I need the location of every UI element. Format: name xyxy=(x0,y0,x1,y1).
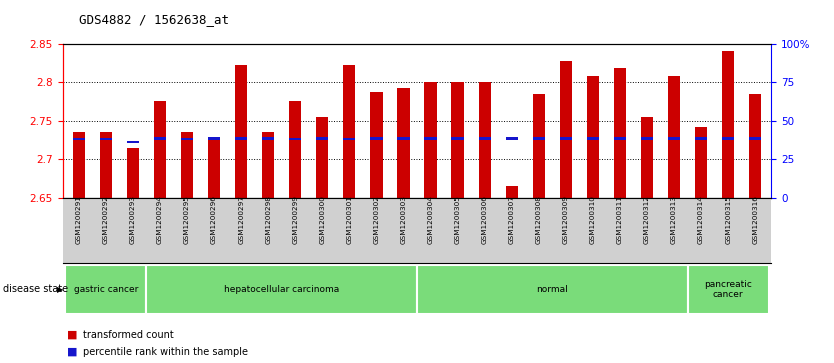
Bar xyxy=(533,137,545,140)
Bar xyxy=(316,137,329,140)
Bar xyxy=(262,132,274,198)
Bar xyxy=(505,186,518,198)
Bar xyxy=(153,101,166,198)
Bar xyxy=(533,94,545,198)
Bar xyxy=(100,132,112,198)
Bar xyxy=(344,138,355,140)
Bar xyxy=(73,138,85,140)
Bar xyxy=(587,76,599,198)
Bar xyxy=(65,265,147,314)
Bar xyxy=(127,141,139,143)
Bar xyxy=(100,138,112,140)
Text: ■: ■ xyxy=(67,330,78,340)
Bar xyxy=(417,265,687,314)
Bar xyxy=(505,137,518,140)
Bar xyxy=(560,137,572,140)
Text: GDS4882 / 1562638_at: GDS4882 / 1562638_at xyxy=(79,13,229,26)
Bar xyxy=(451,82,464,198)
Bar xyxy=(479,137,490,140)
Bar xyxy=(722,137,734,140)
Bar xyxy=(208,137,220,140)
Bar xyxy=(641,137,653,140)
Bar xyxy=(181,132,193,198)
Bar xyxy=(370,137,383,140)
Bar xyxy=(479,82,490,198)
Bar xyxy=(614,68,626,198)
Bar xyxy=(668,76,681,198)
Bar xyxy=(397,87,409,198)
Bar xyxy=(451,137,464,140)
Bar xyxy=(289,138,301,140)
Bar xyxy=(73,132,85,198)
Bar xyxy=(668,137,681,140)
Bar xyxy=(560,61,572,198)
Bar xyxy=(147,265,417,314)
Bar xyxy=(262,137,274,140)
Bar xyxy=(289,101,301,198)
Bar xyxy=(208,140,220,198)
Bar xyxy=(425,137,437,140)
Text: ▶: ▶ xyxy=(57,285,63,294)
Bar xyxy=(587,137,599,140)
Bar xyxy=(722,51,734,198)
Text: percentile rank within the sample: percentile rank within the sample xyxy=(83,347,249,357)
Text: hepatocellular carcinoma: hepatocellular carcinoma xyxy=(224,285,339,294)
Bar xyxy=(235,65,247,198)
Bar xyxy=(425,82,437,198)
Bar xyxy=(749,94,761,198)
Text: pancreatic
cancer: pancreatic cancer xyxy=(704,280,752,299)
Text: disease state: disease state xyxy=(3,285,68,294)
Bar xyxy=(641,117,653,198)
Bar xyxy=(127,148,139,198)
Bar xyxy=(181,138,193,140)
Text: ■: ■ xyxy=(67,347,78,357)
Text: transformed count: transformed count xyxy=(83,330,174,340)
Bar xyxy=(749,137,761,140)
Bar xyxy=(695,137,707,140)
Bar xyxy=(370,92,383,198)
Bar xyxy=(344,65,355,198)
Bar xyxy=(397,137,409,140)
Text: normal: normal xyxy=(536,285,568,294)
Bar xyxy=(695,127,707,198)
Text: gastric cancer: gastric cancer xyxy=(73,285,138,294)
Bar xyxy=(614,137,626,140)
Bar xyxy=(153,137,166,140)
Bar xyxy=(687,265,769,314)
Bar xyxy=(235,137,247,140)
Bar xyxy=(316,117,329,198)
